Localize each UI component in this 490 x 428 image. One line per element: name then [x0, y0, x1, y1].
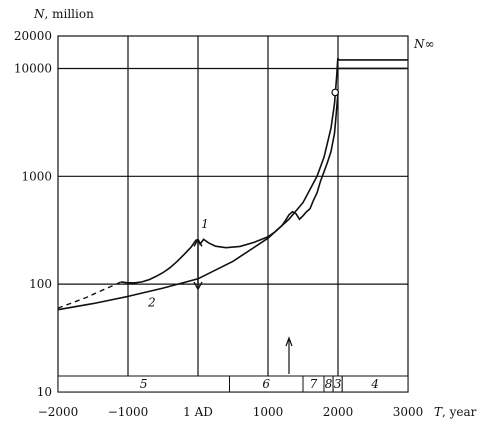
n-infinity-upper-line [337, 58, 408, 61]
y-tick-label: 100 [29, 277, 52, 291]
series-dashed-line [57, 281, 122, 309]
era-band-label: 4 [370, 377, 379, 391]
marker-layer [193, 88, 340, 374]
era-arrow-head [285, 336, 293, 347]
x-tick-label: 1 AD [183, 405, 213, 419]
y-tick-label: 10000 [14, 61, 52, 75]
curve-1-label: 1 [201, 217, 209, 231]
x-axis-title: T, year [434, 405, 477, 419]
y-axis-title: N, million [33, 7, 94, 21]
n-infinity-label: N∞ [413, 37, 435, 51]
y-axis-title-unit: , million [45, 7, 95, 21]
open-point-marker [331, 88, 340, 97]
era-band-label: 5 [140, 377, 148, 391]
era-band-label: 6 [262, 377, 270, 391]
plot-frame [57, 35, 409, 393]
y-tick-label: 10 [37, 385, 52, 399]
x-tick-label: 1000 [253, 405, 284, 419]
era-band [341, 375, 409, 393]
label-layer: −2000 −1000 1 AD 1000 2000 3000 10 100 1000 10000… [14, 7, 477, 419]
x-axis-title-symbol: T [434, 405, 443, 419]
grid-layer [57, 35, 409, 393]
era-band-label: 7 [310, 377, 318, 391]
x-tick-label: 3000 [393, 405, 424, 419]
x-tick-label: 2000 [323, 405, 354, 419]
series-1-line [120, 92, 339, 284]
era-band-label: 8 [325, 377, 333, 391]
x-axis-title-unit: , year [442, 405, 477, 419]
y-axis-title-symbol: N [33, 7, 45, 21]
range-arrow-head-top [193, 237, 203, 247]
y-tick-label: 1000 [21, 169, 52, 183]
series-layer [57, 57, 408, 311]
x-tick-label: −1000 [108, 405, 149, 419]
range-arrow-head-bottom [193, 281, 203, 291]
era-band-label: 3 [334, 377, 342, 391]
curve-2-label: 2 [147, 296, 156, 310]
y-tick-label: 20000 [14, 29, 52, 43]
x-tick-label: −2000 [38, 405, 79, 419]
